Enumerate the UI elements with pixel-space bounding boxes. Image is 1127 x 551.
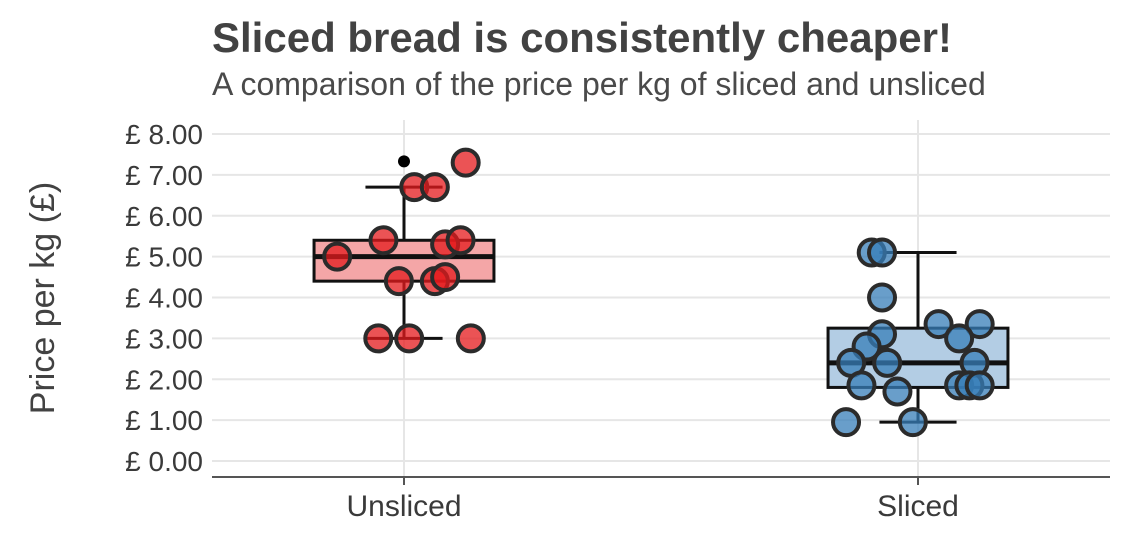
data-point bbox=[872, 347, 903, 378]
y-tick-label: £ 3.00 bbox=[125, 323, 203, 354]
y-tick-label: £ 5.00 bbox=[125, 242, 203, 273]
y-tick-label: £ 8.00 bbox=[125, 119, 203, 150]
y-tick-label: £ 2.00 bbox=[125, 364, 203, 395]
y-tick-label: £ 4.00 bbox=[125, 283, 203, 314]
data-point bbox=[383, 266, 414, 297]
data-point bbox=[455, 323, 486, 354]
data-point bbox=[846, 370, 877, 401]
y-tick-label: £ 0.00 bbox=[125, 446, 203, 477]
outlier-point bbox=[398, 155, 410, 168]
data-point bbox=[867, 282, 898, 313]
data-point bbox=[882, 376, 913, 407]
chart-subtitle: A comparison of the price per kg of slic… bbox=[212, 66, 986, 102]
point-layer bbox=[322, 147, 995, 438]
data-point bbox=[867, 237, 898, 268]
y-axis-ticks: £ 0.00 £ 1.00 £ 2.00 £ 3.00 £ 4.00 £ 5.00 £ 6.… bbox=[125, 119, 203, 477]
data-point bbox=[944, 323, 975, 354]
x-axis-ticks: Unsliced Sliced bbox=[346, 477, 959, 523]
data-point bbox=[964, 370, 995, 401]
data-point bbox=[368, 225, 399, 256]
chart-title: Sliced bread is consistently cheaper! bbox=[212, 14, 952, 61]
grid-layer bbox=[212, 120, 1110, 477]
y-tick-label: £ 1.00 bbox=[125, 405, 203, 436]
data-point bbox=[322, 241, 353, 272]
data-point bbox=[445, 225, 476, 256]
data-point bbox=[897, 407, 928, 438]
data-point bbox=[964, 309, 995, 340]
x-tick-label: Unsliced bbox=[346, 490, 461, 523]
x-tick-label: Sliced bbox=[877, 490, 959, 523]
data-point bbox=[363, 323, 394, 354]
data-point bbox=[419, 172, 450, 203]
data-point bbox=[831, 407, 862, 438]
data-point bbox=[450, 147, 481, 178]
data-point bbox=[394, 323, 425, 354]
data-point bbox=[430, 262, 461, 293]
y-axis-label: Price per kg (£) bbox=[24, 182, 62, 414]
data-point bbox=[923, 309, 954, 340]
y-tick-label: £ 6.00 bbox=[125, 201, 203, 232]
y-tick-label: £ 7.00 bbox=[125, 160, 203, 191]
